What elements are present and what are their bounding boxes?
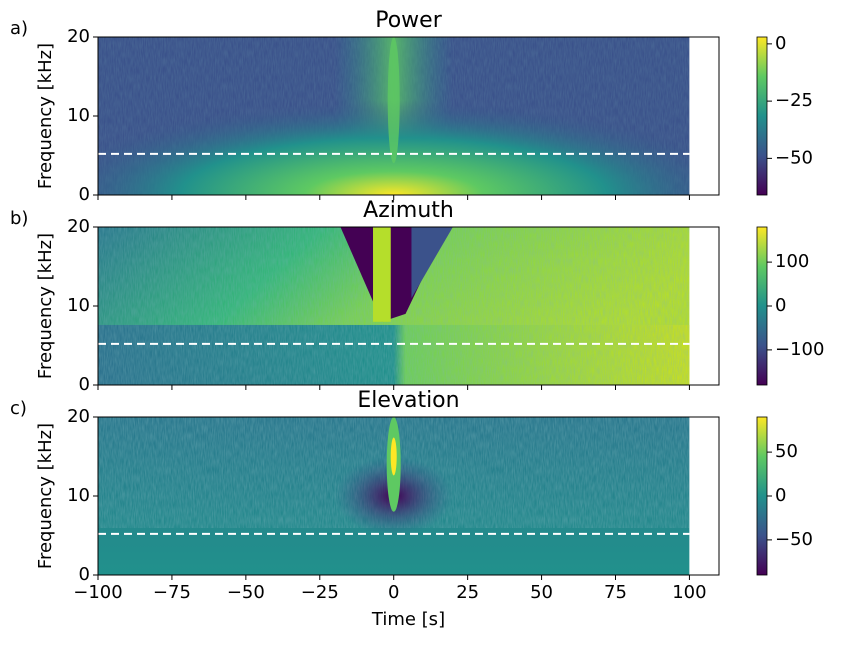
y-axis-label: Frequency [kHz]: [35, 423, 56, 569]
colorbar-tick-label: −100: [775, 339, 824, 360]
x-tick-label: −75: [153, 582, 191, 603]
y-tick-label: 20: [67, 216, 90, 237]
colorbar-tick-label: −50: [775, 529, 813, 550]
chart-title: Azimuth: [363, 198, 454, 223]
colorbar-tick-label: 0: [775, 33, 786, 54]
y-tick-label: 10: [67, 485, 90, 506]
chart-title: Power: [375, 8, 442, 33]
image-core-hi: [390, 437, 397, 476]
panel-label: b): [10, 208, 28, 229]
image-wing: [411, 227, 453, 299]
spectrogram-image: [98, 37, 690, 195]
x-tick-label: 100: [672, 582, 706, 603]
x-tick-label: 75: [604, 582, 627, 603]
colorbar: [756, 416, 768, 576]
colorbar-tick-label: −25: [775, 90, 813, 111]
x-tick-label: −100: [73, 582, 122, 603]
colorbar-tick-label: 100: [775, 251, 809, 272]
x-tick-label: 0: [388, 582, 399, 603]
x-tick-label: 25: [456, 582, 479, 603]
image-core: [373, 227, 391, 322]
y-axis-label: Frequency [kHz]: [35, 233, 56, 379]
panel-label: a): [10, 18, 28, 39]
y-tick-label: 0: [79, 184, 90, 205]
y-axis-label: Frequency [kHz]: [35, 43, 56, 189]
x-tick-label: −25: [301, 582, 339, 603]
x-axis-label: Time [s]: [371, 609, 445, 630]
colorbar-tick-label: 50: [775, 441, 798, 462]
x-tick-label: 50: [530, 582, 553, 603]
colorbar: [756, 36, 768, 196]
y-tick-label: 10: [67, 295, 90, 316]
y-tick-label: 20: [67, 406, 90, 427]
spectrogram-image: [98, 227, 690, 385]
x-tick-label: −50: [227, 582, 265, 603]
colorbar-tick-label: 0: [775, 485, 786, 506]
colorbar: [756, 226, 768, 386]
colorbar-tick-label: 0: [775, 295, 786, 316]
chart-title: Elevation: [357, 388, 459, 413]
y-tick-label: 0: [79, 374, 90, 395]
y-tick-label: 20: [67, 26, 90, 47]
spectrogram-image: [98, 417, 690, 575]
panel-label: c): [10, 398, 27, 419]
colorbar-tick-label: −50: [775, 147, 813, 168]
y-tick-label: 0: [79, 564, 90, 585]
y-tick-label: 10: [67, 105, 90, 126]
image-core: [387, 37, 400, 164]
